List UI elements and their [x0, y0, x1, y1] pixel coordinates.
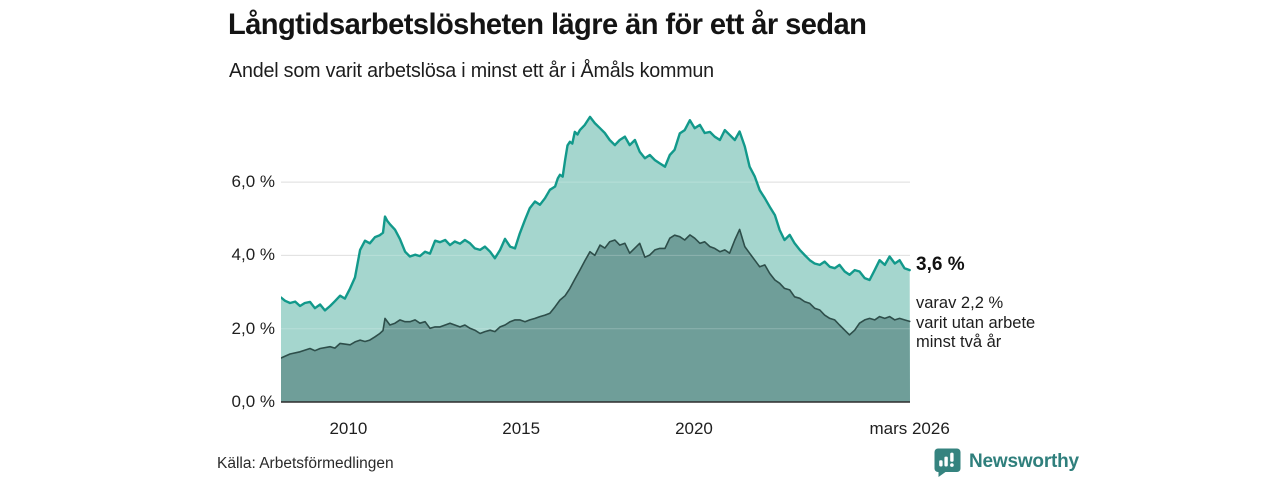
x-tick-label: 2015	[502, 419, 541, 438]
x-tick-label: 2010	[329, 419, 368, 438]
detail-line-3: minst två år	[916, 333, 1002, 351]
newsworthy-speech-bubble-chart-icon	[934, 448, 961, 477]
page-title: Långtidsarbetslösheten lägre än för ett …	[228, 8, 867, 41]
newsworthy-logo[interactable]: Newsworthy	[933, 446, 1079, 478]
latest-detail-annotation: varav 2,2 % varit utan arbete minst två …	[916, 294, 1035, 353]
x-tick-label: 2020	[675, 419, 713, 438]
y-tick-label: 4,0 %	[231, 245, 275, 265]
latest-value-label: 3,6 %	[916, 254, 965, 275]
series-line-two-year	[281, 228, 911, 359]
y-tick-label: 6,0 %	[231, 172, 275, 192]
area-two-year	[281, 229, 910, 402]
x-tick-label: mars 2026	[869, 419, 950, 438]
detail-line-1: varav 2,2 %	[916, 294, 1004, 312]
series-line-one-year	[281, 115, 911, 312]
newsworthy-wordmark: Newsworthy	[969, 451, 1079, 472]
plot-area	[281, 115, 911, 403]
detail-line-2: varit utan arbete	[916, 313, 1036, 332]
source-label: Källa: Arbetsförmedlingen	[217, 455, 394, 472]
chart-subtitle: Andel som varit arbetslösa i minst ett å…	[229, 60, 714, 82]
y-tick-label: 0,0 %	[231, 392, 275, 411]
y-tick-label: 2,0 %	[231, 318, 275, 338]
